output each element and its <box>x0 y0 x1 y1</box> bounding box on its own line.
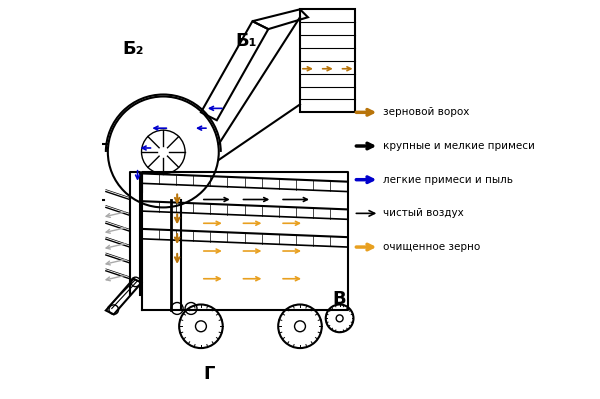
Bar <box>300 9 355 113</box>
Text: В: В <box>333 290 346 308</box>
Text: Б₁: Б₁ <box>236 32 257 50</box>
Text: крупные и мелкие примеси: крупные и мелкие примеси <box>383 141 535 151</box>
Text: чистый воздух: чистый воздух <box>383 208 464 218</box>
Text: легкие примеси и пыль: легкие примеси и пыль <box>383 175 513 185</box>
Text: очищенное зерно: очищенное зерно <box>383 242 481 252</box>
Text: Б₂: Б₂ <box>123 40 145 58</box>
Text: Г: Г <box>203 365 215 383</box>
Text: зерновой ворох: зерновой ворох <box>383 107 470 117</box>
